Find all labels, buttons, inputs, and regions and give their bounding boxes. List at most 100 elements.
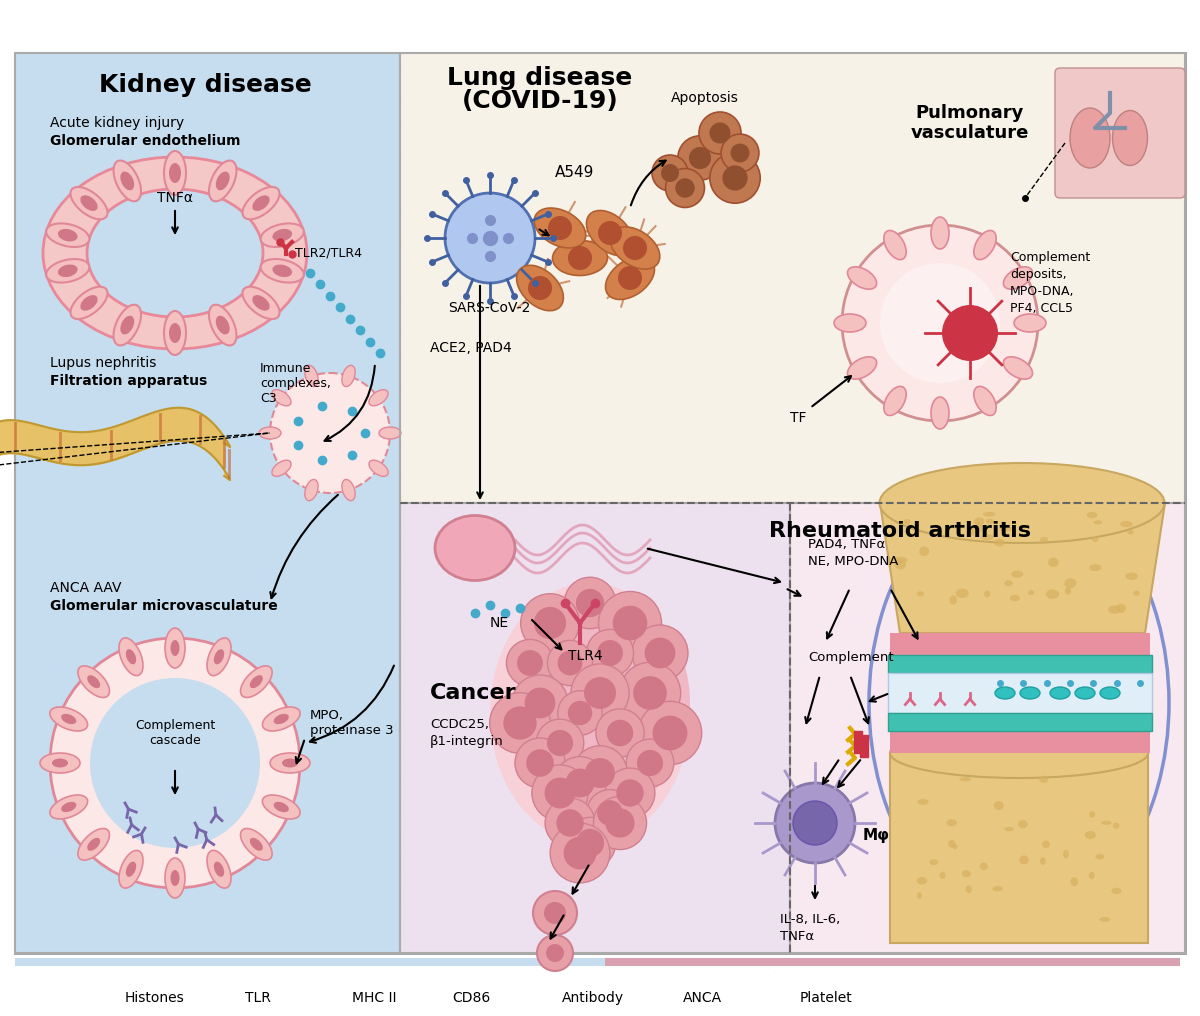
Ellipse shape — [890, 728, 1148, 778]
Ellipse shape — [214, 649, 224, 664]
Ellipse shape — [1003, 357, 1032, 379]
Text: Glomerular microvasculature: Glomerular microvasculature — [50, 599, 277, 613]
Ellipse shape — [71, 287, 108, 319]
Text: Filtration apparatus: Filtration apparatus — [50, 374, 208, 388]
Circle shape — [793, 801, 838, 845]
Ellipse shape — [552, 241, 607, 275]
Ellipse shape — [52, 759, 68, 767]
Ellipse shape — [610, 227, 660, 269]
Ellipse shape — [1019, 855, 1028, 865]
Ellipse shape — [164, 311, 186, 355]
Ellipse shape — [1093, 520, 1103, 524]
Circle shape — [538, 935, 574, 971]
Ellipse shape — [1063, 849, 1069, 859]
Ellipse shape — [259, 427, 281, 439]
Ellipse shape — [953, 843, 958, 849]
Ellipse shape — [1064, 587, 1072, 594]
Ellipse shape — [895, 560, 906, 570]
Circle shape — [568, 246, 592, 270]
Bar — [790, 503, 1186, 953]
Circle shape — [545, 799, 595, 848]
Ellipse shape — [530, 598, 690, 808]
Ellipse shape — [1040, 858, 1045, 865]
Circle shape — [598, 640, 623, 665]
Circle shape — [661, 164, 679, 182]
Ellipse shape — [88, 189, 263, 317]
Circle shape — [618, 266, 642, 290]
Circle shape — [564, 836, 596, 870]
Circle shape — [547, 729, 574, 756]
Circle shape — [572, 746, 628, 801]
Circle shape — [731, 143, 750, 163]
Ellipse shape — [46, 224, 89, 247]
Ellipse shape — [379, 427, 401, 439]
Circle shape — [623, 236, 647, 260]
Text: CD86: CD86 — [452, 991, 491, 1005]
Circle shape — [666, 169, 704, 207]
Circle shape — [638, 701, 702, 765]
Bar — [890, 731, 1150, 753]
Circle shape — [594, 797, 647, 849]
Ellipse shape — [985, 518, 994, 524]
Ellipse shape — [974, 231, 996, 260]
Circle shape — [528, 276, 552, 300]
Circle shape — [842, 225, 1038, 421]
Ellipse shape — [58, 229, 78, 242]
Ellipse shape — [1090, 811, 1096, 818]
Ellipse shape — [904, 519, 911, 524]
Circle shape — [548, 216, 572, 240]
Ellipse shape — [1112, 111, 1147, 166]
Circle shape — [637, 750, 664, 776]
Ellipse shape — [955, 588, 968, 598]
Ellipse shape — [50, 795, 88, 819]
Ellipse shape — [1070, 877, 1078, 886]
Ellipse shape — [263, 707, 300, 731]
Ellipse shape — [1075, 687, 1096, 699]
Circle shape — [547, 640, 593, 686]
Circle shape — [653, 715, 688, 751]
Ellipse shape — [169, 323, 181, 343]
Ellipse shape — [834, 314, 866, 332]
Circle shape — [676, 178, 695, 198]
Circle shape — [534, 607, 566, 639]
Text: Glomerular endothelium: Glomerular endothelium — [50, 134, 240, 148]
Ellipse shape — [126, 862, 136, 877]
Ellipse shape — [884, 231, 906, 260]
Ellipse shape — [50, 707, 88, 731]
Circle shape — [598, 221, 622, 245]
Ellipse shape — [1112, 823, 1120, 829]
Text: ANCA AAV: ANCA AAV — [50, 581, 121, 595]
Ellipse shape — [1085, 831, 1096, 839]
Ellipse shape — [170, 870, 180, 886]
Ellipse shape — [884, 386, 906, 416]
Ellipse shape — [169, 163, 181, 183]
Circle shape — [50, 638, 300, 888]
Text: Kidney disease: Kidney disease — [98, 73, 311, 97]
Ellipse shape — [1039, 775, 1049, 783]
Ellipse shape — [1020, 687, 1040, 699]
Ellipse shape — [1004, 580, 1013, 586]
Text: SARS-CoV-2: SARS-CoV-2 — [448, 301, 530, 315]
Text: MPO,
proteinase 3: MPO, proteinase 3 — [310, 709, 394, 737]
Text: Antibody: Antibody — [562, 991, 624, 1005]
Ellipse shape — [1040, 536, 1048, 543]
Ellipse shape — [272, 460, 292, 477]
Circle shape — [632, 625, 688, 681]
Text: TLR: TLR — [245, 991, 271, 1005]
Text: A549: A549 — [556, 166, 595, 181]
Bar — [14, 53, 400, 953]
Ellipse shape — [252, 195, 270, 211]
Ellipse shape — [88, 676, 100, 688]
Circle shape — [584, 677, 616, 709]
Ellipse shape — [120, 316, 134, 334]
Ellipse shape — [1050, 687, 1070, 699]
Ellipse shape — [208, 638, 232, 676]
Circle shape — [605, 768, 655, 818]
Ellipse shape — [894, 557, 907, 563]
Ellipse shape — [242, 287, 280, 319]
Circle shape — [761, 985, 790, 1012]
Ellipse shape — [931, 217, 949, 249]
Circle shape — [533, 891, 577, 935]
Ellipse shape — [209, 305, 236, 345]
Circle shape — [586, 758, 614, 788]
